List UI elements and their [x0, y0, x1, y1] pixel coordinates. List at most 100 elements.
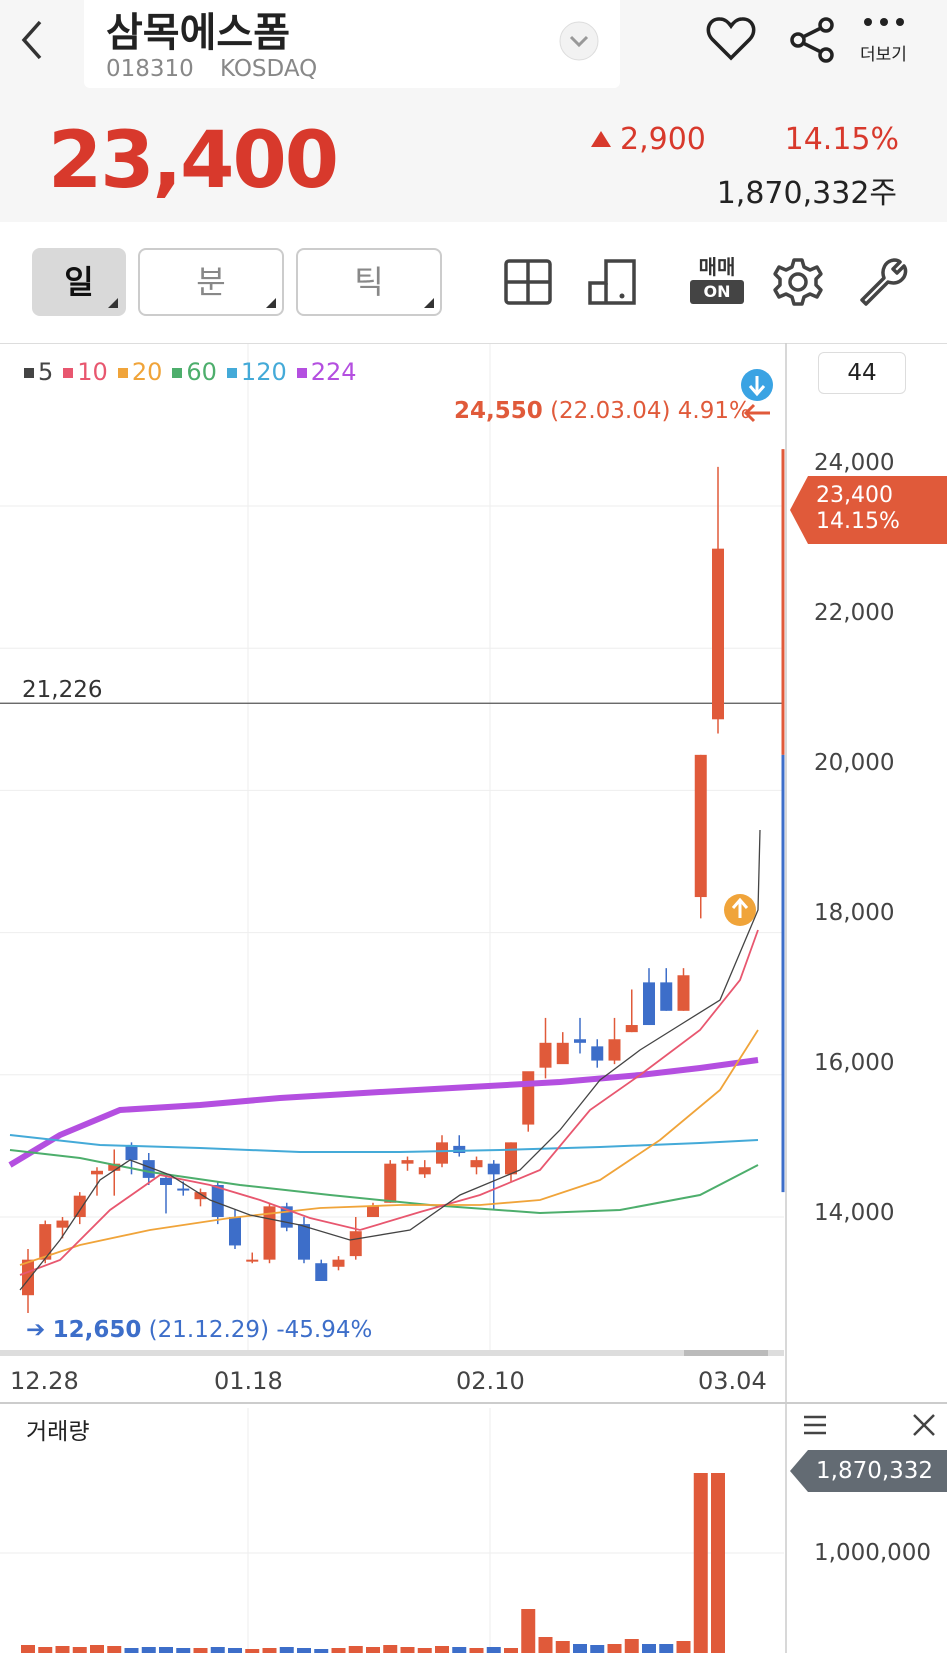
y-tick: 20,000: [814, 750, 895, 776]
candle-body: [73, 1195, 86, 1217]
heart-icon[interactable]: [706, 16, 756, 62]
volume-bar: [245, 1649, 260, 1653]
candle-body: [694, 754, 707, 898]
legend-label: 60: [186, 358, 217, 386]
candle-body: [384, 1163, 397, 1203]
volume-bar: [676, 1641, 691, 1653]
ma224-line: [8, 1057, 759, 1168]
legend-swatch: [226, 368, 237, 378]
grid-layout-icon[interactable]: [500, 252, 556, 312]
volume-bar: [504, 1648, 518, 1653]
volume-bar: [573, 1644, 587, 1653]
chevron-down-icon[interactable]: [558, 20, 600, 62]
y-tick: 18,000: [814, 900, 895, 926]
ma120-line: [9, 1134, 759, 1153]
candle-body: [643, 982, 655, 1026]
ma5-line: [19, 829, 761, 1291]
volume-bar: [262, 1648, 277, 1653]
candle-body: [574, 1039, 586, 1043]
candle-body: [522, 1071, 535, 1125]
back-icon[interactable]: [18, 18, 48, 62]
period-day-button[interactable]: 일: [32, 248, 126, 316]
low-marker-label: ➔ 12,650 (21.12.29) -45.94%: [26, 1317, 372, 1343]
candle-count-box[interactable]: 44: [818, 352, 906, 394]
candle-body: [125, 1145, 138, 1161]
menu-icon[interactable]: [802, 1414, 828, 1436]
current-price-tag-price: 23,400: [816, 483, 893, 508]
wrench-icon[interactable]: [854, 252, 910, 312]
settings-gear-icon[interactable]: [770, 252, 826, 312]
close-icon[interactable]: [912, 1413, 936, 1437]
volume-bar: [642, 1644, 656, 1653]
legend-swatch: [117, 368, 128, 378]
candle-body: [367, 1206, 379, 1217]
current-price: 23,400: [48, 116, 339, 206]
period-minute-button[interactable]: 분: [138, 248, 284, 316]
high-marker-price: 24,550: [454, 398, 543, 424]
candle-body: [108, 1163, 121, 1171]
share-icon[interactable]: [788, 16, 836, 64]
ma20-line: [19, 1029, 759, 1266]
more-icon[interactable]: [860, 16, 908, 28]
volume-bar: [331, 1648, 346, 1653]
period-tick-label: 틱: [354, 263, 384, 301]
volume-bar: [176, 1648, 191, 1653]
volume-bar: [538, 1637, 553, 1653]
candle-body: [539, 1042, 552, 1068]
candle-body: [194, 1192, 207, 1200]
trade-toggle-label: 매매: [698, 255, 736, 279]
legend-label: 224: [310, 358, 357, 386]
candle-body: [39, 1224, 52, 1260]
stock-name: 삼목에스폼: [106, 10, 290, 56]
volume-bar: [279, 1647, 294, 1653]
volume-bar: [486, 1647, 501, 1653]
volume-bar: [521, 1609, 536, 1653]
trade-on-toggle[interactable]: 매매 ON: [690, 256, 744, 304]
legend-item: 224: [296, 358, 357, 386]
volume-bar: [38, 1647, 53, 1653]
volume-bar: [159, 1647, 173, 1653]
volume-bar: [590, 1645, 605, 1653]
stock-selector[interactable]: [84, 0, 620, 88]
legend-item: 5: [24, 358, 53, 386]
candle-body: [660, 982, 673, 1011]
legend-swatch: [63, 368, 74, 378]
candle-body: [160, 1177, 172, 1186]
y-tick: 22,000: [814, 600, 895, 626]
y-tick: 24,000: [814, 450, 895, 476]
volume-bar: [72, 1647, 87, 1653]
candle-body: [56, 1220, 69, 1228]
candle-body: [712, 548, 724, 720]
volume-bar: [124, 1648, 139, 1653]
candle-body: [401, 1160, 414, 1164]
period-minute-label: 분: [196, 263, 226, 301]
legend-label: 120: [240, 358, 287, 386]
period-tick-button[interactable]: 틱: [296, 248, 442, 316]
candle-body: [315, 1263, 328, 1281]
more-label[interactable]: 더보기: [860, 45, 907, 65]
price-chart[interactable]: [0, 343, 947, 1653]
y-tick: 16,000: [814, 1050, 895, 1076]
volume-bar: [55, 1646, 70, 1653]
x-date-label: 12.28: [10, 1367, 79, 1395]
candle-body: [591, 1046, 604, 1061]
low-marker-detail: (21.12.29) -45.94%: [148, 1317, 373, 1343]
candle-body: [487, 1163, 500, 1175]
period-day-label: 일: [64, 263, 94, 301]
down-arrow-icon: [748, 376, 766, 397]
high-marker-label: 24,550 (22.03.04) 4.91%: [454, 398, 751, 424]
volume-bar: [469, 1648, 484, 1653]
volume-bar: [228, 1648, 242, 1653]
candle-body: [505, 1142, 517, 1175]
volume-bar: [383, 1645, 398, 1653]
high-marker-detail: (22.03.04) 4.91%: [550, 398, 751, 424]
volume-bar: [693, 1473, 708, 1653]
split-layout-icon[interactable]: [584, 252, 640, 312]
volume-bar: [107, 1646, 122, 1653]
volume-y-tick: 1,000,000: [814, 1540, 932, 1566]
volume-bar: [366, 1647, 380, 1653]
legend-label: 10: [77, 358, 108, 386]
low-marker-price: 12,650: [52, 1317, 142, 1343]
current-price-tag: 23,400 14.15%: [790, 476, 947, 544]
volume-bar: [210, 1647, 225, 1653]
